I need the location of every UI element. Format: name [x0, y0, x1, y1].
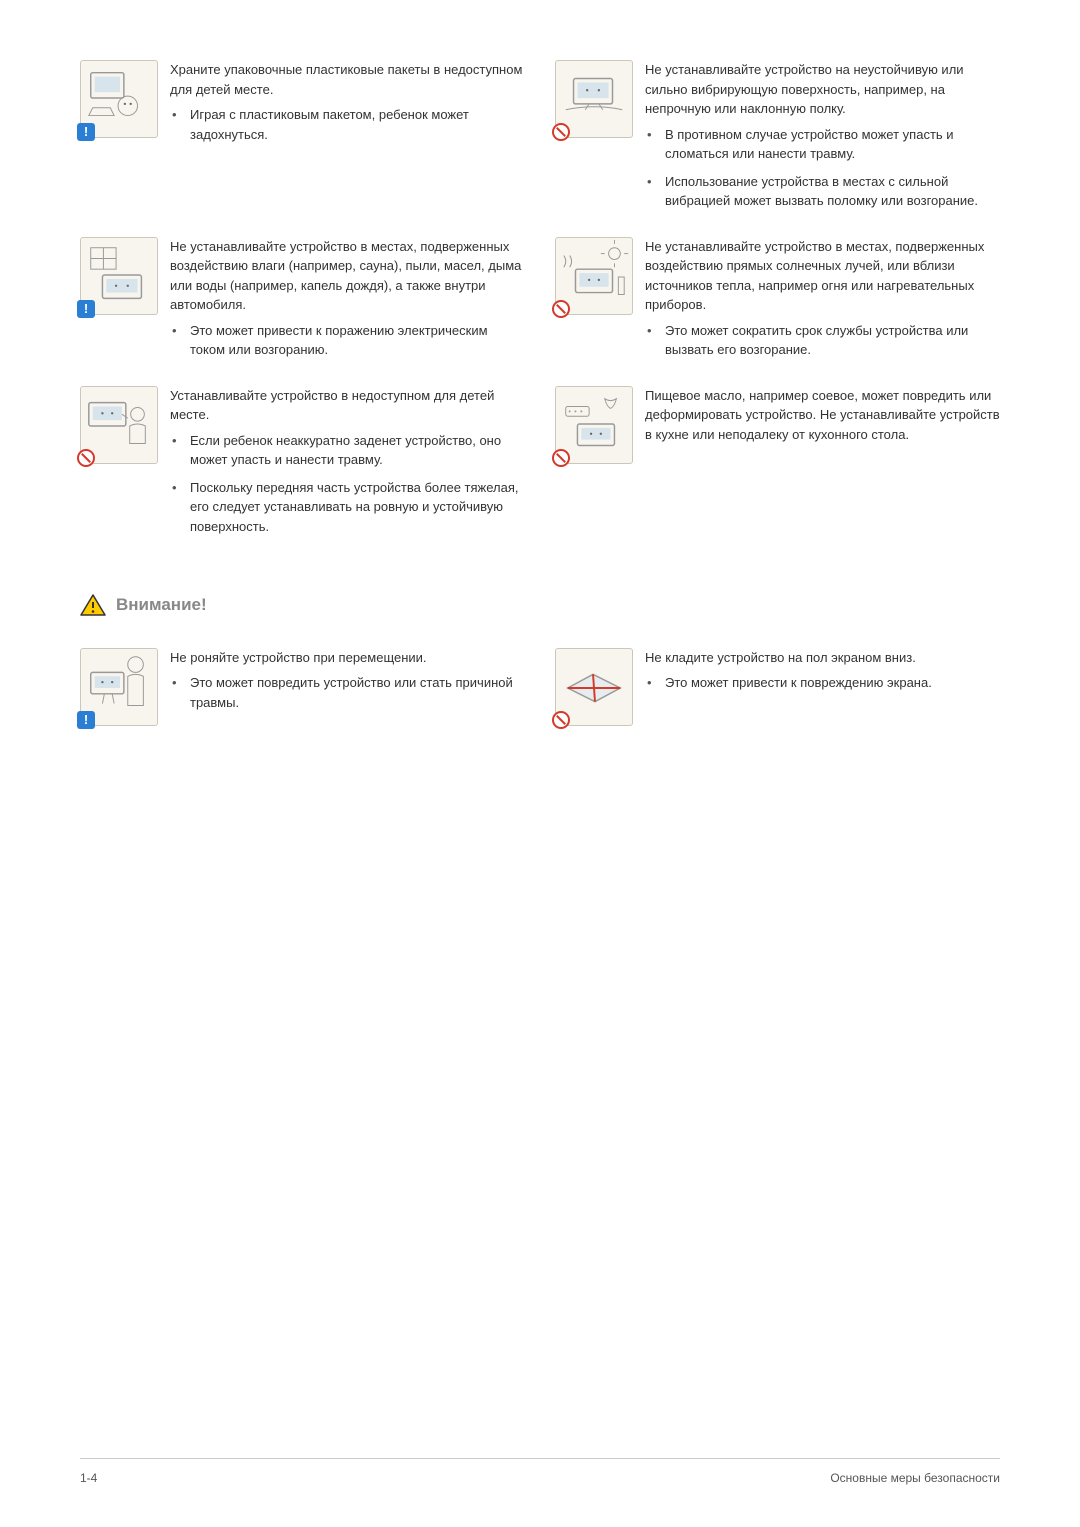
- instruction-item: Не кладите устройство на пол экраном вни…: [555, 648, 1000, 726]
- page-footer: 1-4 Основные меры безопасности: [80, 1458, 1000, 1487]
- instruction-bullet: Это может привести к поражению электриче…: [186, 321, 525, 360]
- prohibit-badge-icon: [552, 123, 570, 141]
- instruction-bullet: Это может повредить устройство или стать…: [186, 673, 525, 712]
- illustration-heat-sunlight: [555, 237, 633, 315]
- instruction-item: Не устанавливайте устройство на неустойч…: [555, 60, 1000, 219]
- illustration-child-reach: [80, 386, 158, 464]
- illustration-plastic-bag-child: !: [80, 60, 158, 138]
- instruction-main: Устанавливайте устройство в недоступном …: [170, 386, 525, 425]
- instruction-bullet: В противном случае устройство может упас…: [661, 125, 1000, 164]
- warning-triangle-icon: [80, 594, 106, 616]
- instruction-item: Пищевое масло, например соевое, может по…: [555, 386, 1000, 545]
- instruction-row: ! Не роняйте устройство при перемещении.…: [80, 648, 1000, 726]
- prohibit-badge-icon: [552, 300, 570, 318]
- instruction-row: Устанавливайте устройство в недоступном …: [80, 386, 1000, 545]
- instruction-main: Не устанавливайте устройство в местах, п…: [645, 237, 1000, 315]
- page-number: 1-4: [80, 1469, 97, 1487]
- info-badge-icon: !: [77, 300, 95, 318]
- instruction-item: ! Храните упаковочные пластиковые пакеты…: [80, 60, 525, 219]
- illustration-screen-down: [555, 648, 633, 726]
- info-badge-icon: !: [77, 711, 95, 729]
- instruction-item: ! Не устанавливайте устройство в местах,…: [80, 237, 525, 368]
- instruction-bullet: Это может сократить срок службы устройст…: [661, 321, 1000, 360]
- instruction-bullet: Это может привести к повреждению экрана.: [661, 673, 1000, 693]
- instruction-main: Не устанавливайте устройство на неустойч…: [645, 60, 1000, 119]
- instruction-bullet: Поскольку передняя часть устройства боле…: [186, 478, 525, 537]
- instruction-main: Не кладите устройство на пол экраном вни…: [645, 648, 1000, 668]
- prohibit-badge-icon: [77, 449, 95, 467]
- instruction-text: Пищевое масло, например соевое, может по…: [645, 386, 1000, 545]
- instruction-bullet: Играя с пластиковым пакетом, ребенок мож…: [186, 105, 525, 144]
- instruction-text: Храните упаковочные пластиковые пакеты в…: [170, 60, 525, 219]
- instruction-item: Устанавливайте устройство в недоступном …: [80, 386, 525, 545]
- instruction-main: Храните упаковочные пластиковые пакеты в…: [170, 60, 525, 99]
- instruction-main: Пищевое масло, например соевое, может по…: [645, 386, 1000, 445]
- instruction-main: Не роняйте устройство при перемещении.: [170, 648, 525, 668]
- instruction-text: Не устанавливайте устройство в местах, п…: [645, 237, 1000, 368]
- safety-instructions: ! Храните упаковочные пластиковые пакеты…: [80, 60, 1000, 726]
- instruction-bullet: Если ребенок неаккуратно заденет устройс…: [186, 431, 525, 470]
- instruction-bullet: Использование устройства в местах с силь…: [661, 172, 1000, 211]
- heading-text: Внимание!: [116, 592, 207, 618]
- instruction-text: Не устанавливайте устройство в местах, п…: [170, 237, 525, 368]
- instruction-item: ! Не роняйте устройство при перемещении.…: [80, 648, 525, 726]
- footer-section-title: Основные меры безопасности: [830, 1469, 1000, 1487]
- info-badge-icon: !: [77, 123, 95, 141]
- instruction-row: ! Храните упаковочные пластиковые пакеты…: [80, 60, 1000, 219]
- instruction-text: Не кладите устройство на пол экраном вни…: [645, 648, 1000, 726]
- illustration-unstable-shelf: [555, 60, 633, 138]
- illustration-drop-carry: !: [80, 648, 158, 726]
- instruction-text: Устанавливайте устройство в недоступном …: [170, 386, 525, 545]
- instruction-main: Не устанавливайте устройство в местах, п…: [170, 237, 525, 315]
- instruction-text: Не роняйте устройство при перемещении. Э…: [170, 648, 525, 726]
- illustration-kitchen-oil: [555, 386, 633, 464]
- instruction-text: Не устанавливайте устройство на неустойч…: [645, 60, 1000, 219]
- prohibit-badge-icon: [552, 711, 570, 729]
- instruction-item: Не устанавливайте устройство в местах, п…: [555, 237, 1000, 368]
- illustration-moisture-dust: !: [80, 237, 158, 315]
- attention-heading: Внимание!: [80, 592, 1000, 618]
- instruction-row: ! Не устанавливайте устройство в местах,…: [80, 237, 1000, 368]
- prohibit-badge-icon: [552, 449, 570, 467]
